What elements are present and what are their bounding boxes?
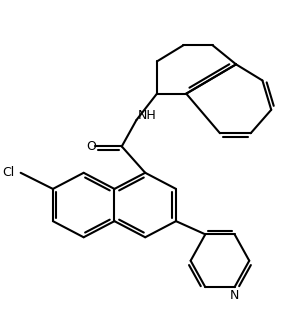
Text: N: N	[230, 289, 239, 301]
Text: NH: NH	[138, 109, 157, 122]
Text: Cl: Cl	[3, 166, 15, 179]
Text: O: O	[86, 140, 96, 153]
